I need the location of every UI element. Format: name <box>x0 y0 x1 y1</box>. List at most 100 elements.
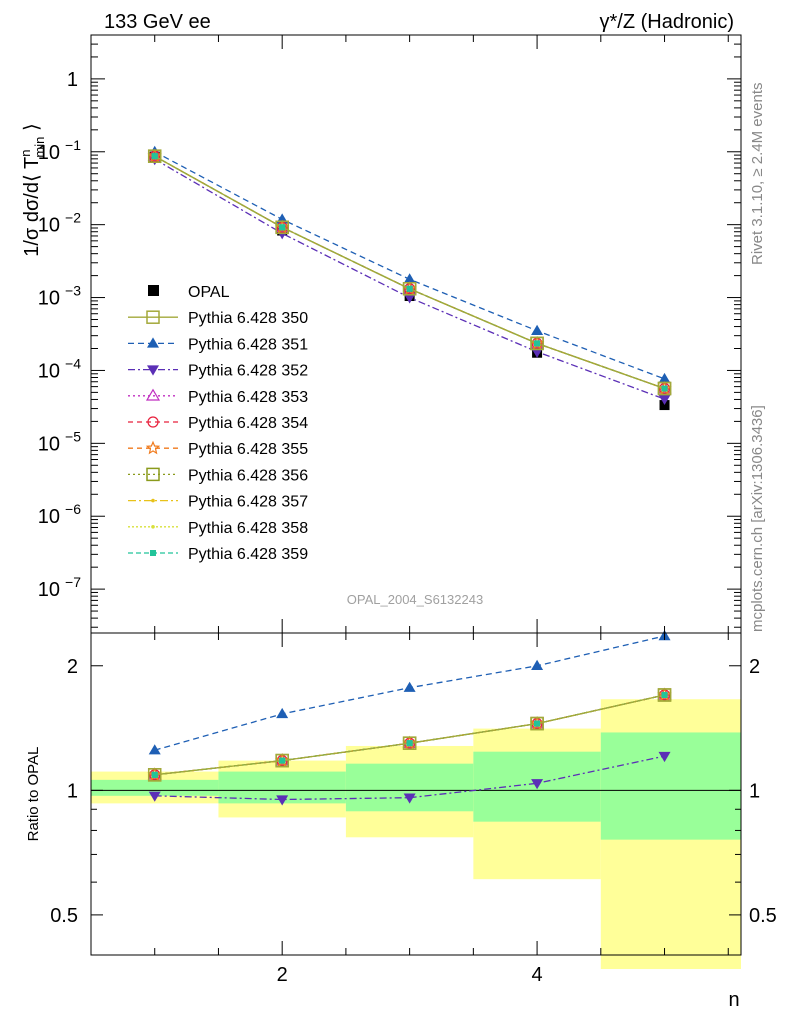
marker <box>530 716 544 731</box>
main-y-axis-label: 1/σ dσ/d⟨ Tnmin ⟩ <box>18 123 47 257</box>
main-series-357 <box>152 154 667 391</box>
main-y-tick-label: 10 <box>38 579 60 601</box>
main-series-line <box>154 155 665 390</box>
marker <box>406 740 413 747</box>
x-tick-label: 2 <box>277 964 288 986</box>
main-series-line <box>154 155 665 390</box>
marker <box>658 394 671 406</box>
main-y-tick-label: 10 <box>38 433 60 455</box>
legend-label: Pythia 6.428 351 <box>188 336 308 353</box>
ratio-panel: 0.5 0.5 1 1 2 2 2 4 <box>50 35 777 986</box>
main-y-tick-label: 10 <box>38 506 60 528</box>
main-y-tick-label: 10 <box>38 215 60 237</box>
ratio-y-tick-label-right: 1 <box>749 780 760 802</box>
header-right: γ*/Z (Hadronic) <box>600 11 734 33</box>
header-left: 133 GeV ee <box>104 11 211 33</box>
uncertainty-band-green <box>600 732 741 840</box>
main-y-tick-label: 1 <box>67 69 78 91</box>
main-series-354 <box>149 150 671 395</box>
legend-label: Pythia 6.428 358 <box>188 520 308 537</box>
marker <box>403 293 416 304</box>
marker <box>658 751 671 763</box>
legend-label: Pythia 6.428 354 <box>188 415 308 432</box>
marker <box>402 282 417 296</box>
marker <box>657 381 672 396</box>
marker <box>276 707 289 719</box>
main-series-line <box>154 155 665 390</box>
legend-label: Pythia 6.428 359 <box>188 546 308 563</box>
marker <box>406 285 413 292</box>
legend-label: Pythia 6.428 350 <box>188 310 308 327</box>
marker <box>151 498 155 503</box>
main-series-line <box>154 155 665 390</box>
marker <box>403 793 416 804</box>
marker <box>279 224 286 231</box>
marker <box>147 337 159 348</box>
data-point <box>659 400 670 411</box>
ratio-y-tick-label-right: 0.5 <box>749 905 777 927</box>
ratio-series-351 <box>148 630 671 755</box>
ratio-y-tick-label: 2 <box>67 656 78 678</box>
ratio-series-line <box>154 755 665 801</box>
main-y-tick-exponent: −2 <box>65 210 81 226</box>
marker <box>147 365 159 376</box>
marker <box>146 467 160 482</box>
marker <box>148 744 161 755</box>
marker <box>276 795 289 806</box>
legend-label: Pythia 6.428 356 <box>188 467 308 484</box>
marker <box>531 324 544 335</box>
marker <box>275 753 289 768</box>
ratio-series-352 <box>148 751 671 806</box>
main-series-350 <box>147 149 672 396</box>
marker <box>146 310 160 324</box>
marker <box>531 659 544 670</box>
main-y-tick-label: 10 <box>38 288 60 310</box>
mcplots-label: mcplots.cern.ch [arXiv:1306.3436] <box>749 405 766 632</box>
analysis-watermark: OPAL_2004_S6132243 <box>347 592 483 607</box>
legend: OPAL Pythia 6.428 350 Pythia 6.428 351 Pyth… <box>128 284 308 563</box>
main-series-line <box>154 155 665 390</box>
marker <box>151 771 158 778</box>
marker <box>403 273 416 284</box>
main-series-356 <box>147 149 672 396</box>
legend-label: Pythia 6.428 352 <box>188 363 308 380</box>
main-series-353 <box>147 148 672 394</box>
main-y-tick-label: 10 <box>38 360 60 382</box>
main-series-355 <box>147 148 672 395</box>
main-y-tick-exponent: −7 <box>65 574 81 590</box>
main-series-359 <box>151 153 668 392</box>
legend-marker-data <box>148 285 159 296</box>
main-series-line <box>154 155 665 390</box>
marker <box>661 385 668 392</box>
ratio-y-tick-label: 0.5 <box>50 905 78 927</box>
legend-label: OPAL <box>188 284 230 301</box>
main-y-tick-label: 10 <box>38 142 60 164</box>
main-y-tick-exponent: −6 <box>65 501 81 517</box>
marker <box>145 440 161 455</box>
main-panel: 1 10 −1 10 −2 10 −3 10 −4 10 −5 10 −6 10 −7 <box>38 34 742 634</box>
main-series-line <box>154 155 665 390</box>
marker <box>531 347 544 358</box>
marker <box>534 720 541 727</box>
legend-label: Pythia 6.428 353 <box>188 389 308 406</box>
marker <box>151 153 158 160</box>
ratio-y-tick-label-right: 2 <box>749 656 760 678</box>
main-frame <box>90 34 742 634</box>
marker <box>151 525 155 529</box>
marker <box>147 768 162 782</box>
marker <box>403 681 416 692</box>
legend-label: Pythia 6.428 355 <box>188 441 308 458</box>
marker <box>150 550 156 556</box>
marker <box>279 757 286 764</box>
marker <box>661 691 668 698</box>
marker <box>657 688 672 702</box>
marker <box>145 388 161 401</box>
marker <box>148 791 161 802</box>
ratio-y-axis-label: Ratio to OPAL <box>25 747 42 842</box>
marker <box>530 336 544 351</box>
marker <box>147 149 162 163</box>
ratio-y-tick-label: 1 <box>67 780 78 802</box>
main-y-tick-exponent: −1 <box>65 137 81 153</box>
marker <box>275 220 289 235</box>
